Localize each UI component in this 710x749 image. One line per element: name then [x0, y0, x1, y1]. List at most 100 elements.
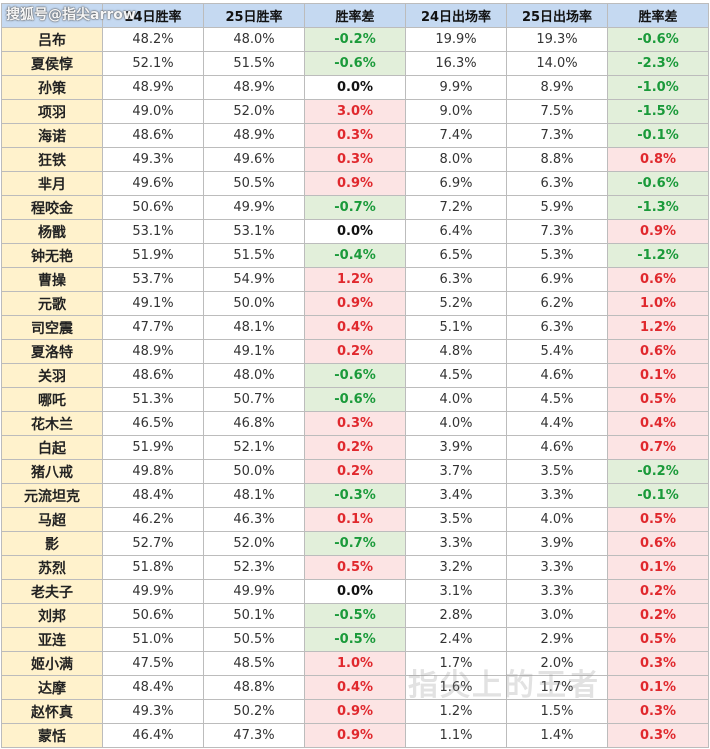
pickrate-diff-cell: 0.1% — [607, 555, 709, 580]
winrate-diff-cell: 0.1% — [304, 507, 406, 532]
pickrate-25-cell: 4.4% — [506, 411, 608, 436]
hero-name-cell: 赵怀真 — [1, 699, 103, 724]
table-body: 吕布 48.2% 48.0% -0.2% 19.9% 19.3% -0.6% 夏侯惇 52.1%… — [1, 27, 709, 748]
pickrate-25-cell: 6.9% — [506, 267, 608, 292]
table-row: 钟无艳 51.9% 51.5% -0.4% 6.5% 5.3% -1.2% — [1, 243, 709, 268]
pickrate-diff-cell: -0.1% — [607, 123, 709, 148]
pickrate-24-cell: 19.9% — [405, 27, 507, 52]
winrate-diff-cell: 0.3% — [304, 147, 406, 172]
winrate-25-cell: 48.1% — [203, 483, 305, 508]
header-winrate-24: 24日胜率 — [102, 3, 204, 28]
winrate-diff-cell: 0.0% — [304, 579, 406, 604]
pickrate-24-cell: 3.9% — [405, 435, 507, 460]
hero-name-cell: 达摩 — [1, 675, 103, 700]
pickrate-25-cell: 4.6% — [506, 363, 608, 388]
pickrate-24-cell: 16.3% — [405, 51, 507, 76]
pickrate-diff-cell: 0.3% — [607, 651, 709, 676]
pickrate-24-cell: 3.3% — [405, 531, 507, 556]
header-pickrate-24: 24日出场率 — [405, 3, 507, 28]
pickrate-diff-cell: -0.1% — [607, 483, 709, 508]
hero-name-cell: 项羽 — [1, 99, 103, 124]
winrate-24-cell: 48.4% — [102, 483, 204, 508]
pickrate-25-cell: 3.9% — [506, 531, 608, 556]
winrate-diff-cell: -0.4% — [304, 243, 406, 268]
pickrate-diff-cell: 0.5% — [607, 387, 709, 412]
hero-name-cell: 刘邦 — [1, 603, 103, 628]
pickrate-25-cell: 4.0% — [506, 507, 608, 532]
table-row: 司空震 47.7% 48.1% 0.4% 5.1% 6.3% 1.2% — [1, 315, 709, 340]
winrate-diff-cell: -0.7% — [304, 195, 406, 220]
winrate-25-cell: 50.1% — [203, 603, 305, 628]
pickrate-24-cell: 6.5% — [405, 243, 507, 268]
pickrate-25-cell: 1.4% — [506, 723, 608, 748]
table-row: 影 52.7% 52.0% -0.7% 3.3% 3.9% 0.6% — [1, 531, 709, 556]
winrate-diff-cell: 0.3% — [304, 411, 406, 436]
winrate-diff-cell: 0.9% — [304, 291, 406, 316]
pickrate-24-cell: 3.2% — [405, 555, 507, 580]
winrate-diff-cell: -0.7% — [304, 531, 406, 556]
table-row: 夏洛特 48.9% 49.1% 0.2% 4.8% 5.4% 0.6% — [1, 339, 709, 364]
pickrate-24-cell: 3.5% — [405, 507, 507, 532]
pickrate-25-cell: 6.3% — [506, 171, 608, 196]
pickrate-24-cell: 9.0% — [405, 99, 507, 124]
pickrate-diff-cell: 0.6% — [607, 531, 709, 556]
pickrate-24-cell: 7.2% — [405, 195, 507, 220]
pickrate-diff-cell: 0.1% — [607, 363, 709, 388]
pickrate-25-cell: 5.9% — [506, 195, 608, 220]
winrate-25-cell: 49.6% — [203, 147, 305, 172]
pickrate-24-cell: 4.5% — [405, 363, 507, 388]
pickrate-diff-cell: 0.8% — [607, 147, 709, 172]
table-row: 程咬金 50.6% 49.9% -0.7% 7.2% 5.9% -1.3% — [1, 195, 709, 220]
winrate-25-cell: 46.8% — [203, 411, 305, 436]
winrate-24-cell: 49.3% — [102, 699, 204, 724]
winrate-25-cell: 52.3% — [203, 555, 305, 580]
pickrate-25-cell: 1.7% — [506, 675, 608, 700]
pickrate-diff-cell: -0.6% — [607, 171, 709, 196]
pickrate-24-cell: 2.8% — [405, 603, 507, 628]
winrate-diff-cell: -0.5% — [304, 603, 406, 628]
pickrate-25-cell: 7.3% — [506, 219, 608, 244]
pickrate-25-cell: 1.5% — [506, 699, 608, 724]
winrate-25-cell: 48.1% — [203, 315, 305, 340]
table-row: 花木兰 46.5% 46.8% 0.3% 4.0% 4.4% 0.4% — [1, 411, 709, 436]
hero-stats-table: 24日胜率 25日胜率 胜率差 24日出场率 25日出场率 胜率差 吕布 48.2… — [1, 3, 709, 748]
hero-name-cell: 影 — [1, 531, 103, 556]
header-pickrate-diff: 胜率差 — [607, 3, 709, 28]
pickrate-24-cell: 5.2% — [405, 291, 507, 316]
pickrate-24-cell: 1.7% — [405, 651, 507, 676]
hero-name-cell: 夏洛特 — [1, 339, 103, 364]
winrate-diff-cell: -0.6% — [304, 51, 406, 76]
winrate-24-cell: 49.3% — [102, 147, 204, 172]
hero-name-cell: 元歌 — [1, 291, 103, 316]
table-row: 吕布 48.2% 48.0% -0.2% 19.9% 19.3% -0.6% — [1, 27, 709, 52]
winrate-24-cell: 51.8% — [102, 555, 204, 580]
winrate-diff-cell: -0.6% — [304, 363, 406, 388]
winrate-diff-cell: -0.5% — [304, 627, 406, 652]
table-row: 曹操 53.7% 54.9% 1.2% 6.3% 6.9% 0.6% — [1, 267, 709, 292]
winrate-diff-cell: 0.4% — [304, 675, 406, 700]
pickrate-diff-cell: 0.6% — [607, 267, 709, 292]
winrate-24-cell: 47.5% — [102, 651, 204, 676]
winrate-24-cell: 48.4% — [102, 675, 204, 700]
winrate-25-cell: 50.0% — [203, 291, 305, 316]
winrate-24-cell: 51.9% — [102, 435, 204, 460]
winrate-diff-cell: 0.4% — [304, 315, 406, 340]
table-row: 老夫子 49.9% 49.9% 0.0% 3.1% 3.3% 0.2% — [1, 579, 709, 604]
winrate-25-cell: 49.9% — [203, 579, 305, 604]
winrate-24-cell: 51.3% — [102, 387, 204, 412]
winrate-diff-cell: 0.9% — [304, 699, 406, 724]
winrate-24-cell: 50.6% — [102, 603, 204, 628]
winrate-24-cell: 48.6% — [102, 123, 204, 148]
hero-name-cell: 杨戬 — [1, 219, 103, 244]
table-row: 马超 46.2% 46.3% 0.1% 3.5% 4.0% 0.5% — [1, 507, 709, 532]
pickrate-24-cell: 1.6% — [405, 675, 507, 700]
winrate-24-cell: 46.2% — [102, 507, 204, 532]
hero-name-cell: 亚连 — [1, 627, 103, 652]
hero-name-cell: 司空震 — [1, 315, 103, 340]
winrate-24-cell: 51.0% — [102, 627, 204, 652]
winrate-24-cell: 53.1% — [102, 219, 204, 244]
winrate-25-cell: 54.9% — [203, 267, 305, 292]
winrate-24-cell: 48.9% — [102, 75, 204, 100]
pickrate-25-cell: 5.4% — [506, 339, 608, 364]
pickrate-25-cell: 19.3% — [506, 27, 608, 52]
